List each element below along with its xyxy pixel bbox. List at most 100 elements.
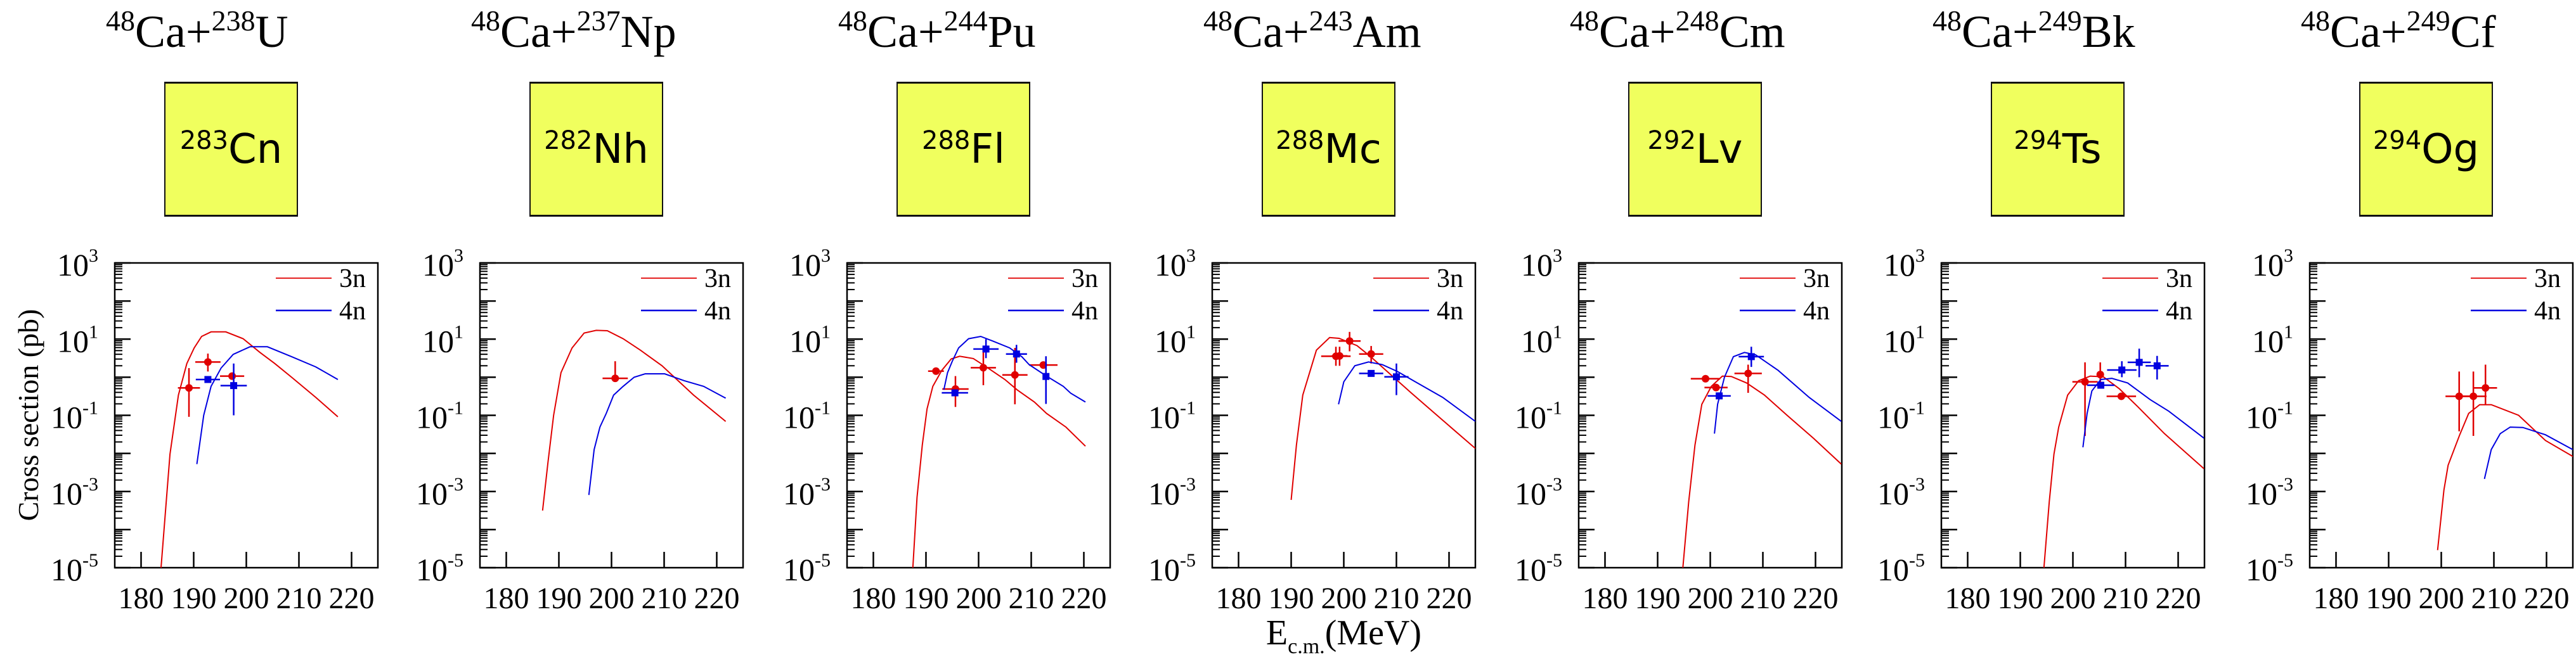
projectile-symbol: Ca — [2330, 6, 2381, 57]
legend-label-3n: 3n — [2166, 264, 2192, 293]
legend-label-4n: 4n — [339, 297, 366, 326]
y-tick-label-exponent: -3 — [448, 474, 463, 495]
y-tick-label-base: 10 — [1515, 476, 1546, 511]
product-nucleus-label: 283Cn — [180, 126, 283, 173]
plot-frame — [846, 262, 1111, 569]
data-point-3n — [1345, 337, 1354, 345]
data-point-3n — [1011, 371, 1019, 379]
legend-label-3n: 3n — [1437, 264, 1463, 293]
curve-3n — [2437, 404, 2573, 551]
curve-3n — [160, 331, 339, 568]
target-mass: 237 — [576, 4, 621, 37]
data-point-3n — [2081, 378, 2089, 386]
product-mass-number: 294 — [2372, 125, 2422, 155]
y-tick-label-exponent: -1 — [1546, 398, 1562, 419]
y-tick-label-exponent: -5 — [448, 550, 463, 571]
legend-label-3n: 3n — [704, 264, 731, 293]
y-tick-label: 101 — [2252, 321, 2293, 359]
data-point-4n — [982, 345, 990, 353]
y-tick-label-base: 10 — [1521, 323, 1553, 359]
y-tick-label-exponent: -1 — [448, 398, 463, 419]
product-nucleus-box: 283Cn — [164, 82, 298, 217]
y-tick-label-exponent: -1 — [82, 398, 98, 419]
product-mass-number: 292 — [1647, 125, 1696, 155]
product-nucleus-label: 294Ts — [2014, 126, 2101, 173]
target-mass: 238 — [211, 4, 256, 37]
y-tick-label: 10-5 — [416, 550, 463, 587]
x-tick-label: 220 — [1793, 582, 1839, 615]
product-element-symbol: Cn — [228, 125, 283, 173]
x-tick-label: 200 — [589, 582, 635, 615]
curve-4n — [1338, 361, 1475, 422]
y-tick-label-base: 10 — [1877, 400, 1909, 435]
product-nucleus-label: 288Mc — [1276, 126, 1382, 173]
product-mass-number: 288 — [922, 125, 971, 155]
data-point-3n — [2096, 371, 2104, 379]
panel-title: 48Ca+249Bk — [1932, 0, 2135, 69]
y-tick-label-exponent: 3 — [1186, 245, 1196, 266]
data-point-4n — [2135, 359, 2143, 366]
y-tick-label-exponent: 3 — [821, 245, 831, 266]
y-tick-label: 10-3 — [1148, 474, 1196, 511]
data-point-4n — [204, 376, 212, 383]
y-tick-label: 103 — [1155, 245, 1196, 283]
y-tick-label: 101 — [1155, 321, 1196, 359]
data-point-3n — [1367, 350, 1375, 358]
y-tick-label-exponent: 3 — [1915, 245, 1925, 266]
target-symbol: U — [255, 6, 288, 57]
projectile-symbol: Ca — [1233, 6, 1283, 57]
legend-label-4n: 4n — [704, 297, 731, 326]
legend-label-4n: 4n — [2534, 297, 2561, 326]
y-tick-label-exponent: 3 — [89, 245, 98, 266]
plot-frame — [1211, 262, 1477, 569]
x-tick-label: 200 — [1321, 582, 1367, 615]
data-point-4n — [951, 389, 959, 397]
product-nucleus-box: 288Fl — [896, 82, 1030, 217]
data-point-3n — [2482, 384, 2490, 392]
target-symbol: Am — [1352, 6, 1421, 57]
y-tick-label-base: 10 — [1884, 247, 1915, 283]
product-nucleus-box: 294Ts — [1991, 82, 2125, 217]
y-tick-label-exponent: 1 — [1915, 321, 1925, 342]
x-tick-label: 220 — [1061, 582, 1107, 615]
legend-label-3n: 3n — [339, 264, 366, 293]
y-tick-label-exponent: -3 — [2277, 474, 2293, 495]
data-point-3n — [932, 367, 940, 375]
x-tick-label: 210 — [1374, 582, 1420, 615]
y-tick-label-exponent: 3 — [2284, 245, 2293, 266]
plus-operator: + — [1283, 6, 1309, 57]
data-point-3n — [1335, 352, 1343, 360]
y-tick-label-base: 10 — [1515, 552, 1546, 587]
data-point-3n — [2117, 392, 2125, 400]
y-tick-label-base: 10 — [422, 323, 454, 359]
projectile-mass: 48 — [838, 4, 867, 37]
y-tick-label: 10-3 — [416, 474, 463, 511]
y-tick-label: 101 — [1884, 321, 1925, 359]
projectile-mass: 48 — [2301, 4, 2330, 37]
product-mass-number: 288 — [1276, 125, 1324, 155]
y-tick-label-base: 10 — [2252, 247, 2284, 283]
target-mass: 249 — [2038, 4, 2082, 37]
y-tick-label: 10-5 — [1515, 550, 1562, 587]
y-tick-label-exponent: -1 — [815, 398, 831, 419]
plot-frame — [479, 262, 744, 569]
x-tick-label: 180 — [851, 582, 896, 615]
data-point-4n — [2153, 362, 2161, 369]
plus-operator: + — [2380, 6, 2407, 57]
legend-label-4n: 4n — [1437, 297, 1463, 326]
x-tick-label: 210 — [2103, 582, 2149, 615]
legend-label-3n: 3n — [2534, 264, 2561, 293]
x-axis-label-subscript: c.m. — [1288, 635, 1325, 658]
y-tick-label-base: 10 — [2246, 552, 2277, 587]
y-tick-label: 103 — [1521, 245, 1562, 283]
y-tick-label: 103 — [1884, 245, 1925, 283]
curve-3n — [1682, 375, 1842, 568]
y-tick-label-base: 10 — [1148, 400, 1180, 435]
x-tick-label: 210 — [2471, 582, 2517, 615]
projectile-mass: 48 — [1203, 4, 1233, 37]
